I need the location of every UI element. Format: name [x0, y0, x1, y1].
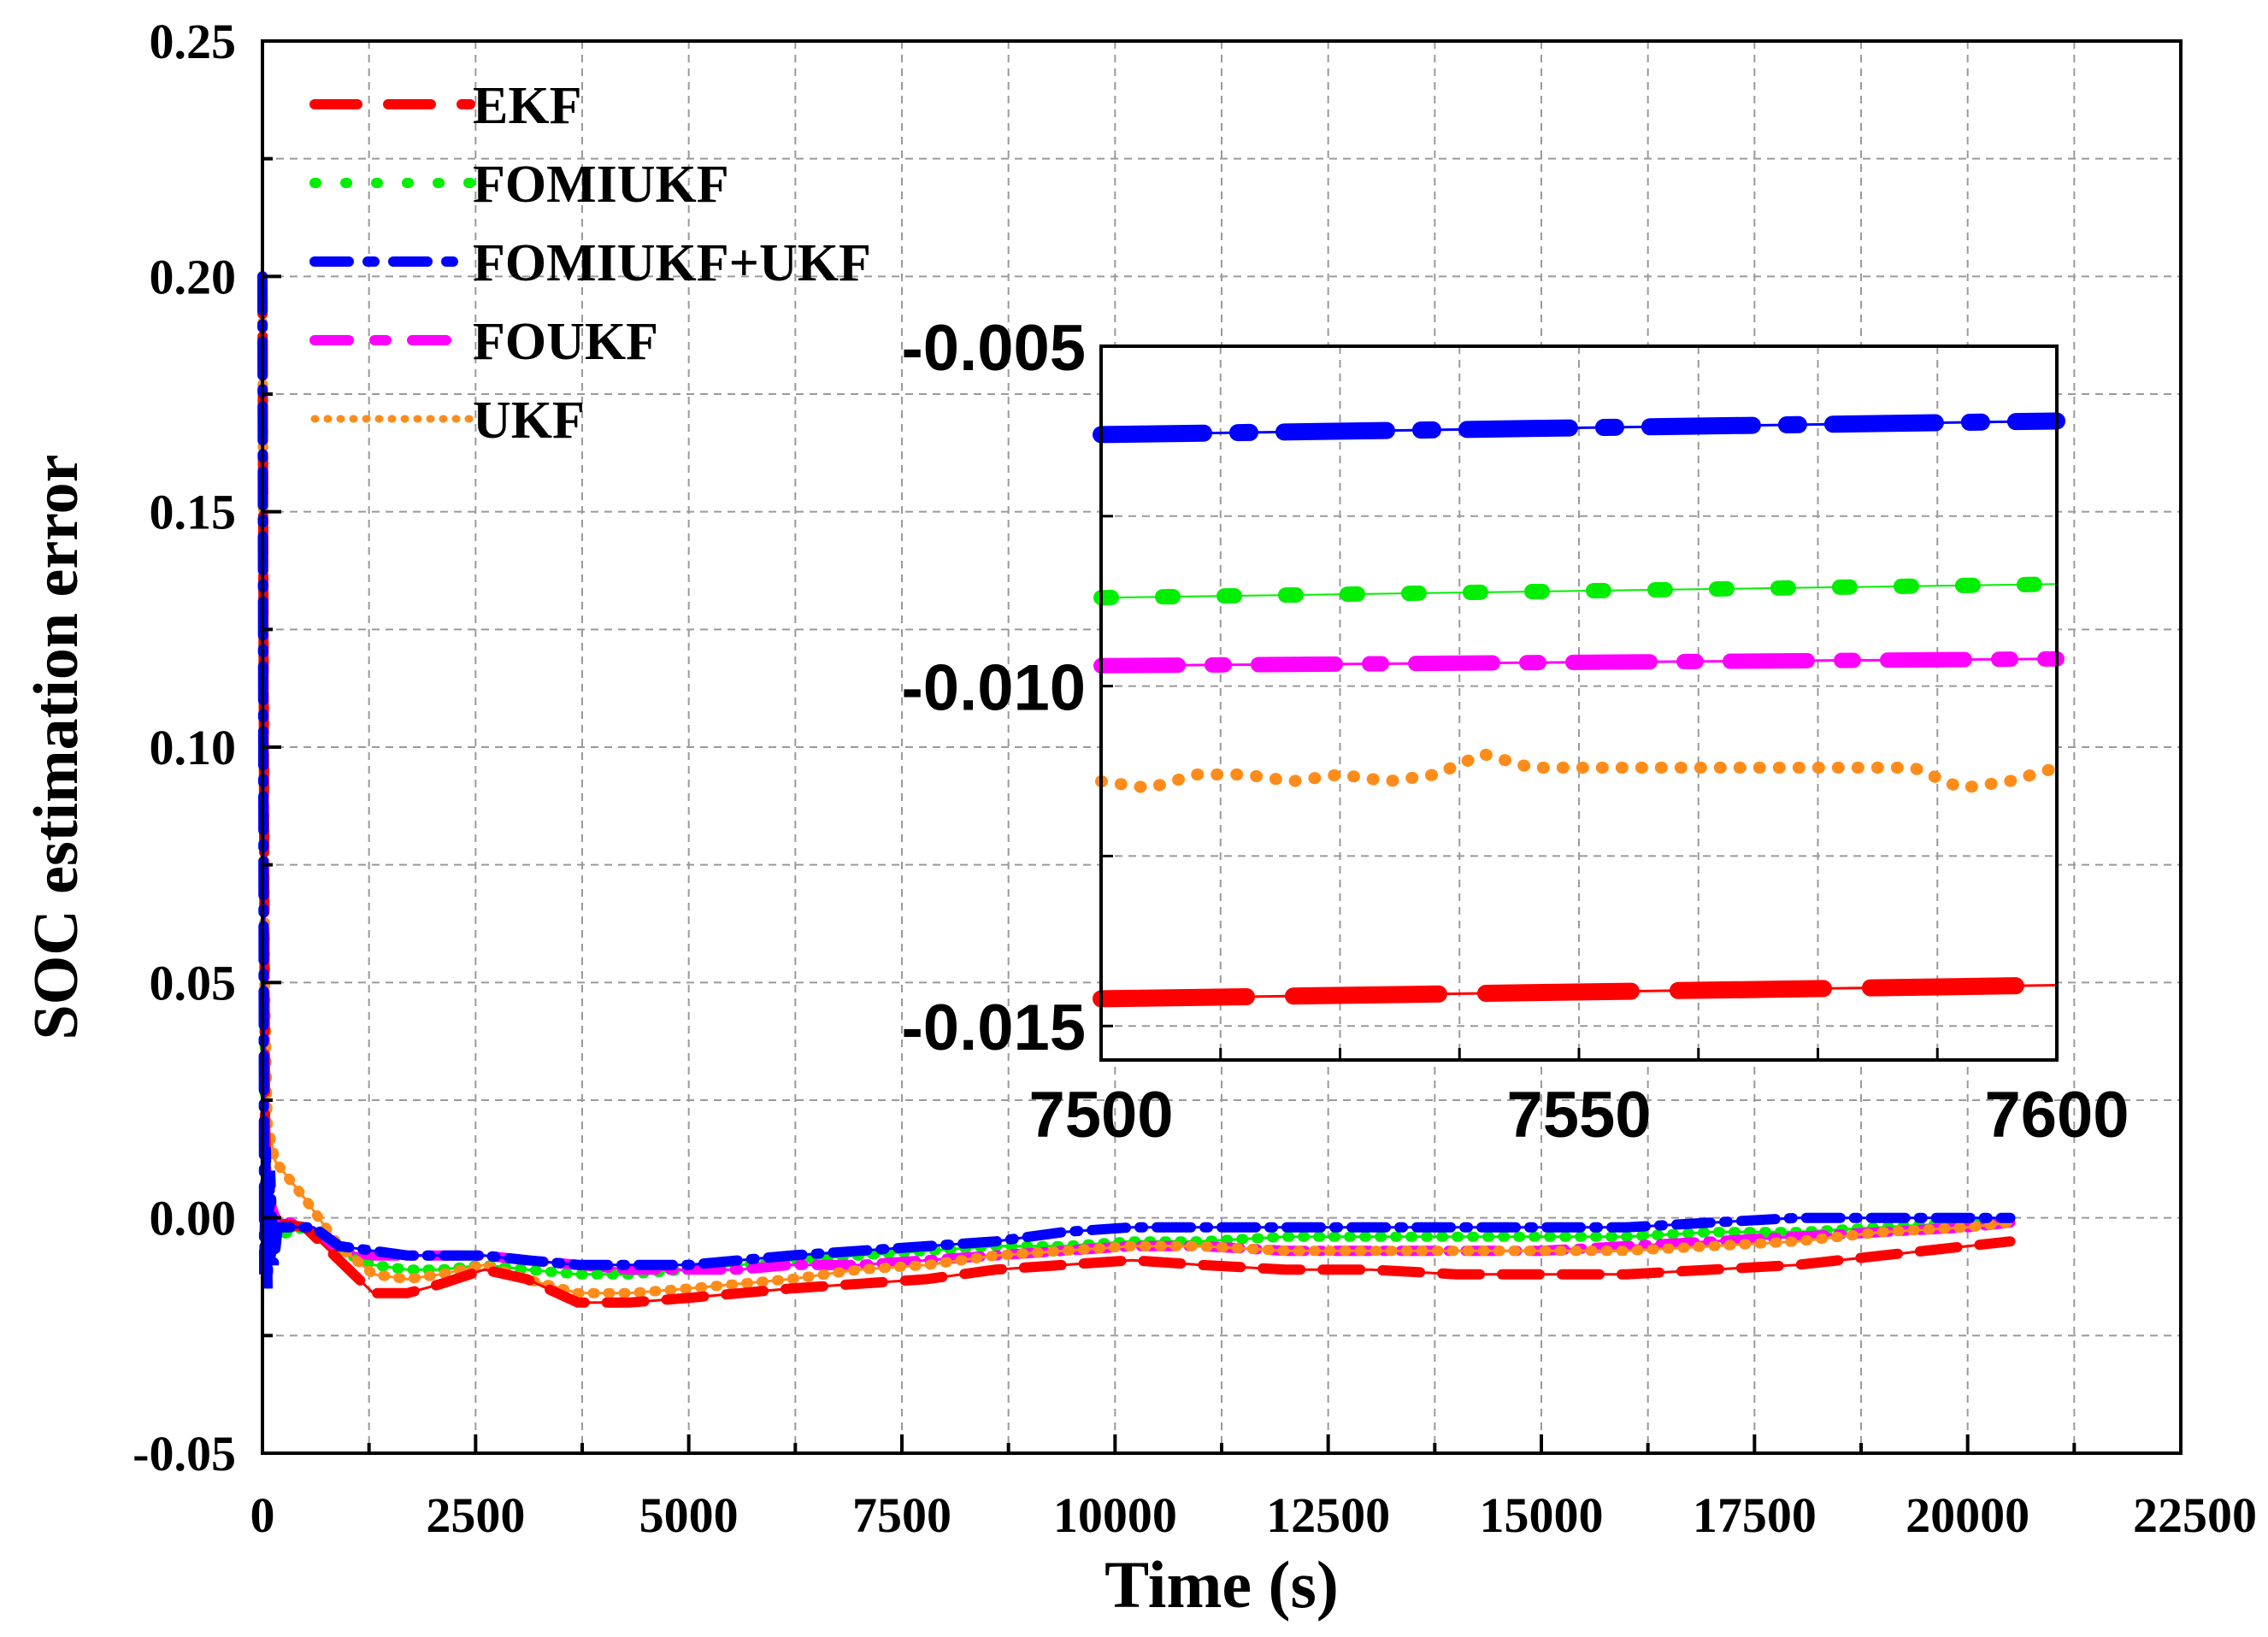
- inset-series-ukf-markers: [1095, 747, 2063, 795]
- legend-entry-ukf: UKF: [310, 392, 585, 450]
- inset-grid: [1101, 346, 2057, 1060]
- inset-series-foukf: [1093, 651, 2065, 674]
- y-tick-label: 0.10: [150, 720, 237, 775]
- series-ekf-markers: [257, 271, 2016, 1308]
- legend-label-ukf: UKF: [473, 392, 585, 450]
- series-fomiukf-ukf-markers: [257, 271, 2016, 1289]
- inset-tick-labels: -0.005 -0.010 -0.015 7500 7550 7600: [902, 312, 2130, 1151]
- inset-series-fomiukf-ukf-markers: [1093, 412, 2065, 444]
- y-axis-label: SOC estimation error: [21, 454, 91, 1039]
- inset-ticks: [1101, 515, 1939, 1060]
- x-tick-label: 5000: [639, 1487, 739, 1543]
- inset-zoom: -0.005 -0.010 -0.015 7500 7550 7600: [902, 312, 2130, 1151]
- series-fomiukf-ukf: [257, 271, 2016, 1289]
- inset-series-fomiukf-ukf: [1093, 412, 2065, 444]
- x-tick-label: 0: [250, 1487, 275, 1543]
- y-tick-labels: -0.05 0.00 0.05 0.10 0.15 0.20 0.25: [133, 14, 236, 1481]
- x-tick-label: 12500: [1266, 1487, 1390, 1543]
- inset-y-tick-label: -0.010: [902, 652, 1087, 725]
- x-tick-label: 17500: [1693, 1487, 1817, 1543]
- series-ekf: [257, 271, 2016, 1308]
- legend: EKF FOMIUKF FOMIUKF+UKF FOUKF UKF: [309, 77, 871, 450]
- x-tick-label: 10000: [1053, 1487, 1177, 1543]
- x-tick-label: 15000: [1480, 1487, 1604, 1543]
- y-tick-label: 0.20: [150, 249, 237, 304]
- inset-series-layer: [1093, 412, 2065, 1008]
- legend-label-fomiukf-ukf: FOMIUKF+UKF: [473, 234, 871, 292]
- x-tick-labels: 0 2500 5000 7500 10000 12500 15000 17500 20000 22…: [250, 1487, 2258, 1543]
- inset-series-ekf: [1093, 976, 2065, 1008]
- inset-series-ukf: [1095, 747, 2063, 795]
- y-tick-label: 0.25: [150, 14, 237, 69]
- inset-series-fomiukf: [1093, 576, 2065, 606]
- x-axis-label: Time (s): [1105, 1547, 1339, 1622]
- inset-x-tick-label: 7600: [1984, 1079, 2129, 1151]
- x-tick-label: 22500: [2133, 1487, 2257, 1543]
- legend-label-fomiukf: FOMIUKF: [473, 156, 729, 214]
- legend-label-foukf: FOUKF: [473, 313, 658, 371]
- main-series-layer: [257, 271, 2016, 1308]
- y-tick-label: 0.00: [150, 1191, 237, 1246]
- inset-x-tick-label: 7550: [1506, 1079, 1651, 1151]
- inset-series-foukf-markers: [1093, 651, 2065, 674]
- y-tick-label: 0.05: [150, 955, 237, 1010]
- inset-x-tick-label: 7500: [1028, 1079, 1173, 1151]
- main-ticks: [262, 156, 2077, 1453]
- y-tick-label: -0.05: [133, 1426, 236, 1481]
- legend-entry-foukf: FOUKF: [309, 313, 658, 371]
- y-tick-label: 0.15: [150, 485, 237, 540]
- legend-entry-fomiukf-ukf: FOMIUKF+UKF: [309, 234, 871, 292]
- x-tick-label: 20000: [1906, 1487, 2029, 1543]
- x-tick-label: 2500: [426, 1487, 525, 1543]
- inset-y-tick-label: -0.015: [902, 992, 1087, 1064]
- legend-label-ekf: EKF: [473, 77, 581, 135]
- inset-series-ekf-markers: [1093, 976, 2065, 1008]
- inset-y-tick-label: -0.005: [902, 312, 1087, 385]
- x-tick-label: 7500: [852, 1487, 951, 1543]
- inset-series-fomiukf-markers: [1093, 576, 2065, 606]
- legend-entry-fomiukf: FOMIUKF: [309, 156, 729, 214]
- legend-entry-ekf: EKF: [309, 77, 581, 135]
